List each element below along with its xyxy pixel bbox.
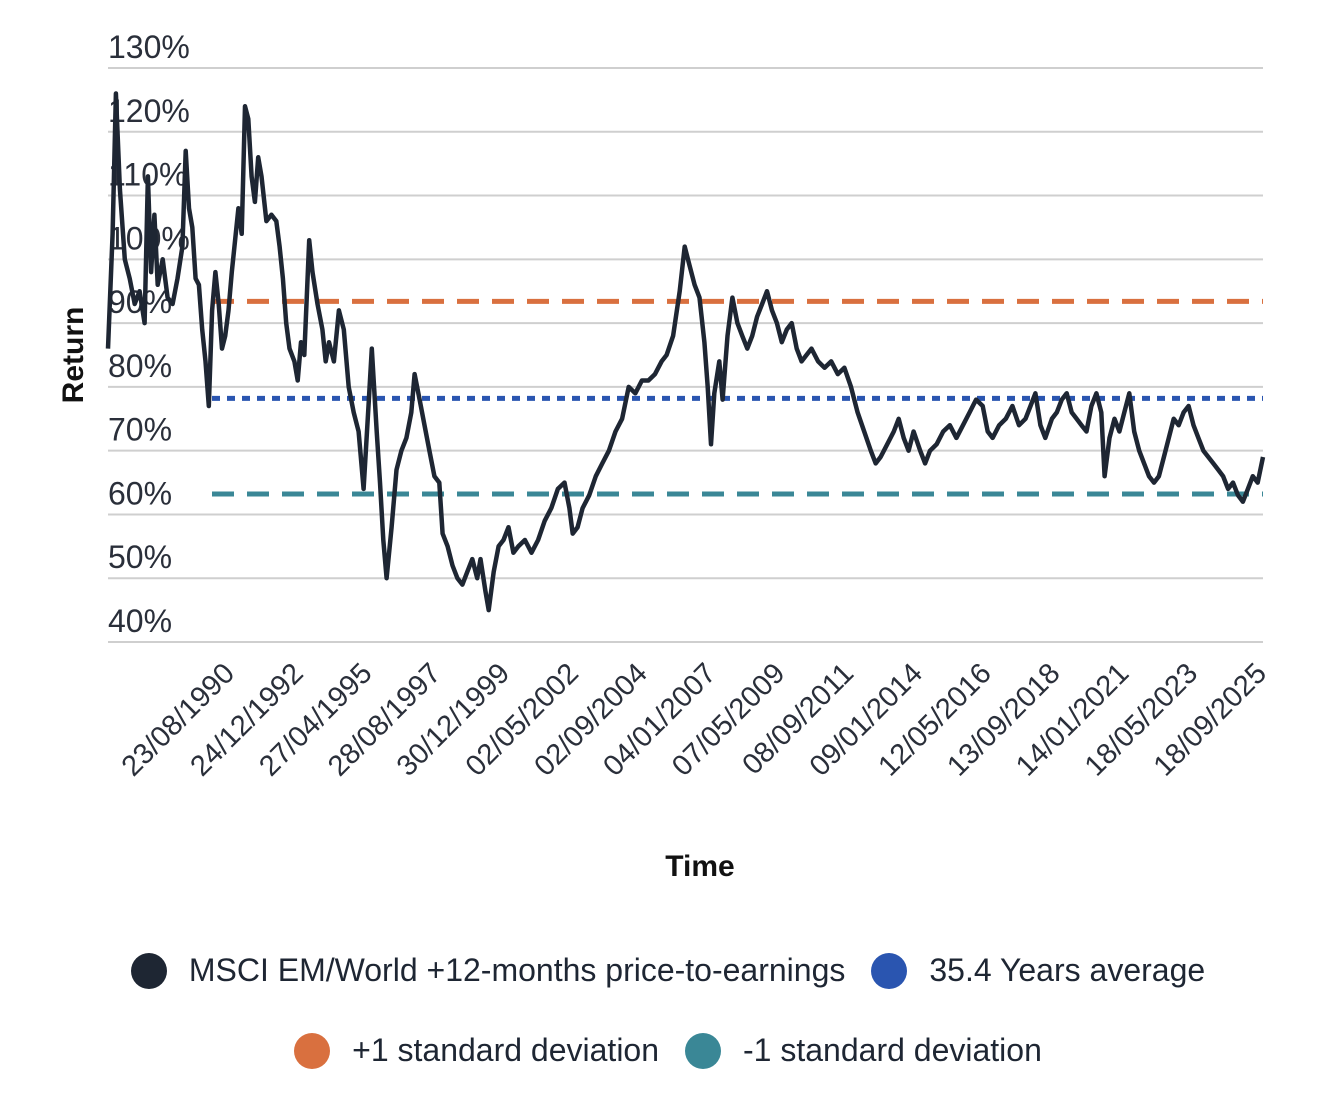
y-tick-label: 70%	[108, 412, 172, 448]
legend-swatch-average	[871, 952, 908, 989]
legend-label-msci: MSCI EM/World +12-months price-to-earnin…	[188, 952, 846, 988]
y-tick-label: 50%	[108, 539, 172, 575]
y-tick-label: 80%	[108, 348, 172, 384]
y-axis-label: Return	[57, 307, 90, 404]
legend-label-average: 35.4 Years average	[929, 952, 1206, 988]
x-axis-label: Time	[665, 850, 734, 883]
legend-item-plus-sd: +1 standard deviation	[294, 1032, 659, 1069]
legend-label-plus-sd: +1 standard deviation	[352, 1032, 660, 1068]
legend-item-average: 35.4 Years average	[871, 952, 1205, 989]
y-tick-labels: 40%50%60%70%80%90%100%110%120%130%	[108, 29, 190, 639]
reference-lines	[212, 298, 1263, 497]
y-tick-label: 60%	[108, 475, 172, 511]
legend-row-1: MSCI EM/World +12-months price-to-earnin…	[0, 952, 1336, 989]
y-tick-label: 120%	[108, 93, 190, 129]
legend-label-minus-sd: -1 standard deviation	[743, 1032, 1042, 1068]
legend-swatch-plus-sd	[294, 1032, 331, 1069]
grid-lines	[108, 67, 1263, 643]
series-line-msci-em-world-pe	[105, 91, 1266, 613]
legend-item-msci: MSCI EM/World +12-months price-to-earnin…	[130, 952, 846, 989]
legend-swatch-minus-sd	[685, 1032, 722, 1069]
y-tick-label: 40%	[108, 603, 172, 639]
legend-item-minus-sd: -1 standard deviation	[685, 1032, 1042, 1069]
x-tick-labels: 23/08/199024/12/199227/04/199528/08/1997…	[116, 657, 1273, 782]
y-tick-label: 130%	[108, 29, 190, 65]
legend-swatch-msci	[130, 952, 167, 989]
chart: 40%50%60%70%80%90%100%110%120%130% 23/08…	[57, 29, 1273, 883]
legend-row-2: +1 standard deviation -1 standard deviat…	[0, 1032, 1336, 1069]
